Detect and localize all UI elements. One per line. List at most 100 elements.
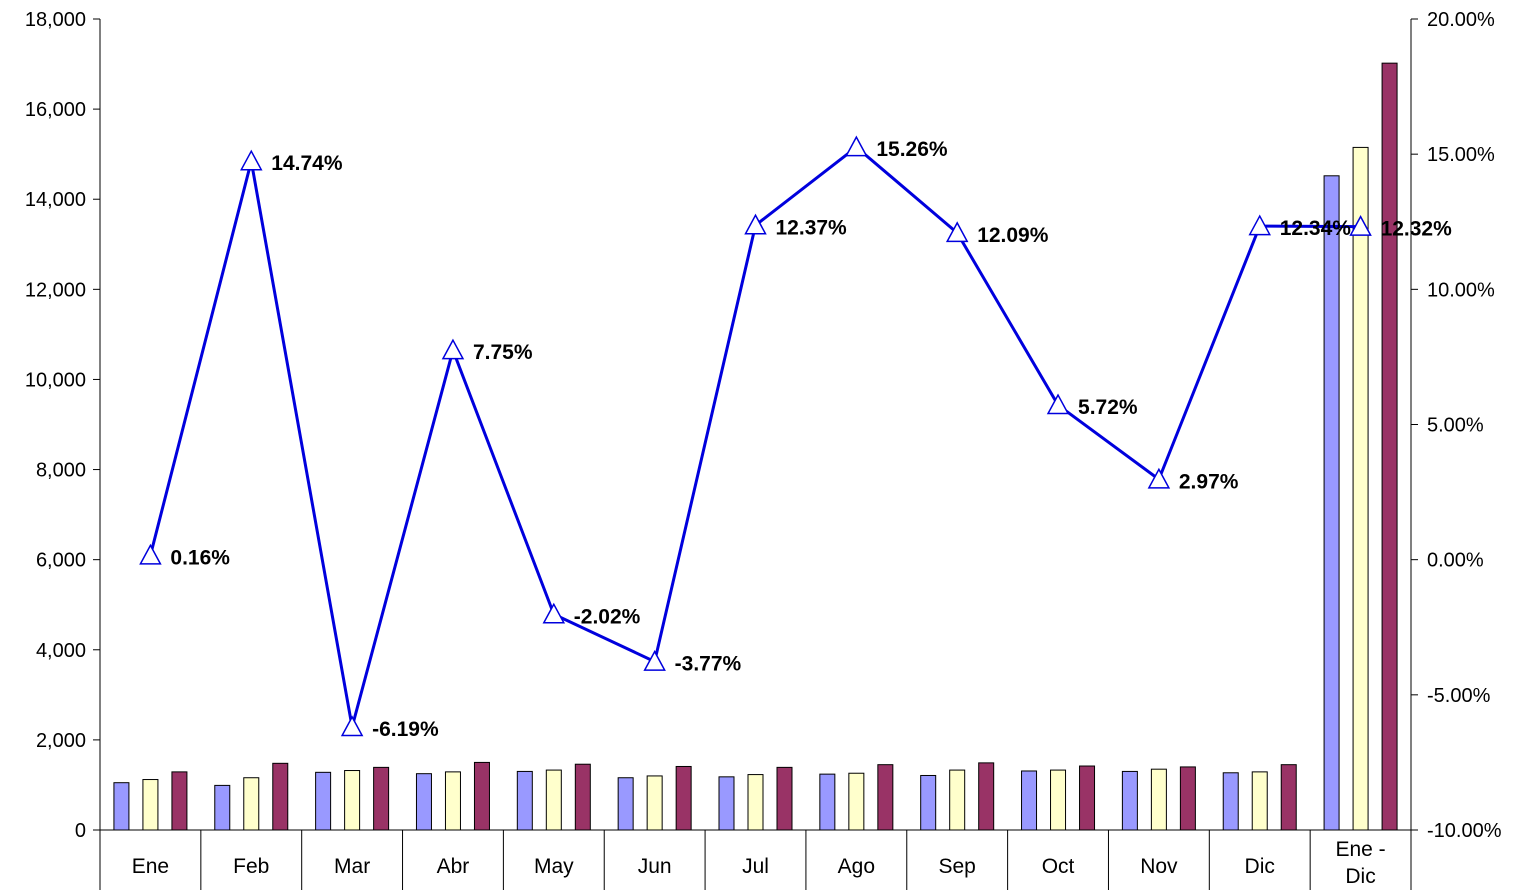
bar-series2-10: [1150, 768, 1167, 831]
left-tick-label-6: 12,000: [25, 279, 86, 301]
left-tick-label-5: 10,000: [25, 369, 86, 391]
category-label-0: Ene: [132, 855, 169, 878]
category-label-6: Jul: [742, 855, 769, 878]
right-tick-label-2: 0.00%: [1427, 550, 1484, 572]
category-label-1: Feb: [233, 855, 269, 878]
growth-data-label-6: 12.37%: [776, 216, 848, 239]
bar-series2-6: [747, 774, 764, 831]
bar-series1-3: [415, 773, 432, 831]
bar-series3-7: [877, 764, 894, 831]
bar-series3-0: [171, 771, 188, 831]
category-label-3: Abr: [437, 855, 470, 878]
growth-marker-12: [1349, 215, 1372, 236]
growth-data-label-7: 15.26%: [876, 138, 948, 161]
bar-series1-2: [315, 771, 332, 831]
bar-series3-10: [1179, 766, 1196, 831]
bar-series1-4: [516, 770, 533, 831]
growth-data-label-9: 5.72%: [1078, 396, 1138, 419]
bar-series1-9: [1021, 770, 1038, 831]
growth-marker-5: [643, 650, 666, 671]
growth-data-label-10: 2.97%: [1179, 470, 1239, 493]
bar-series1-1: [214, 784, 231, 831]
bar-series3-1: [272, 762, 289, 831]
right-tick-label-1: -5.00%: [1427, 685, 1491, 707]
bar-series3-3: [473, 761, 490, 831]
bar-series2-11: [1251, 771, 1268, 831]
bar-series1-0: [113, 782, 130, 831]
category-label-2: Mar: [334, 855, 370, 878]
category-label-11: Dic: [1245, 855, 1275, 878]
bar-series1-11: [1222, 772, 1239, 831]
right-tick-label-0: -10.00%: [1427, 820, 1502, 842]
growth-marker-10: [1147, 467, 1171, 489]
bar-series2-0: [142, 779, 159, 831]
bar-series2-9: [1050, 769, 1067, 831]
growth-data-label-12: 12.32%: [1381, 218, 1453, 241]
growth-marker-11: [1248, 214, 1271, 236]
growth-marker-7: [845, 135, 868, 157]
bar-series3-4: [574, 763, 591, 831]
category-label-5: Jun: [638, 855, 672, 878]
growth-marker-0: [139, 543, 162, 565]
left-tick-label-9: 18,000: [25, 9, 86, 31]
right-tick-label-5: 15.00%: [1427, 144, 1495, 166]
bar-series3-8: [978, 762, 995, 831]
category-label-4: May: [534, 855, 574, 878]
bar-series1-6: [718, 776, 735, 831]
growth-marker-2: [340, 715, 364, 737]
growth-data-label-8: 12.09%: [977, 224, 1049, 247]
bar-series1-10: [1121, 770, 1138, 831]
bar-series1-5: [617, 777, 634, 831]
category-label-7: Ago: [838, 855, 875, 878]
bar-series3-6: [776, 766, 793, 831]
growth-data-label-4: -2.02%: [574, 605, 641, 628]
category-label-8: Sep: [939, 855, 976, 878]
bar-series3-5: [675, 765, 692, 831]
bar-series2-1: [243, 777, 260, 831]
bar-series1-8: [920, 774, 937, 831]
left-tick-label-7: 14,000: [25, 189, 86, 211]
bars-layer: [113, 62, 1398, 831]
growth-data-label-1: 14.74%: [271, 152, 343, 175]
bar-series2-8: [949, 769, 966, 831]
right-tick-label-6: 20.00%: [1427, 9, 1495, 31]
growth-data-label-5: -3.77%: [675, 653, 742, 676]
line-layer: [139, 135, 1372, 737]
bar-series3-9: [1079, 765, 1096, 831]
bar-series1-12: [1323, 175, 1340, 831]
axes-layer: 0 2,000 4,000 6,000 8,000 10,000 12,000 14,000 1…: [25, 9, 1502, 890]
category-label-10: Nov: [1140, 855, 1178, 878]
growth-marker-1: [240, 149, 263, 171]
left-tick-label-1: 2,000: [36, 730, 86, 752]
category-label-12-0: Ene -: [1335, 838, 1385, 861]
left-tick-label-8: 16,000: [25, 99, 86, 121]
growth-data-label-3: 7.75%: [473, 341, 533, 364]
growth-marker-9: [1046, 393, 1070, 415]
growth-marker-6: [744, 213, 767, 235]
growth-marker-4: [542, 602, 566, 624]
bar-series3-2: [373, 766, 390, 831]
growth-marker-8: [945, 221, 969, 243]
category-label-12-1: Dic: [1345, 865, 1375, 888]
growth-marker-3: [441, 338, 465, 360]
left-tick-label-2: 4,000: [36, 640, 86, 662]
left-tick-label-0: 0: [75, 820, 86, 842]
bar-series2-3: [444, 771, 461, 831]
right-tick-label-4: 10.00%: [1427, 279, 1495, 301]
bar-series3-12: [1381, 62, 1398, 831]
bar-series2-2: [344, 770, 361, 831]
bar-series3-11: [1280, 764, 1297, 831]
bar-series1-7: [819, 773, 836, 831]
bar-series2-5: [646, 775, 663, 831]
left-tick-label-3: 6,000: [36, 550, 86, 572]
growth-data-label-11: 12.34%: [1280, 217, 1352, 240]
bar-series2-4: [545, 769, 562, 831]
bar-series2-7: [848, 772, 865, 831]
right-tick-label-3: 5.00%: [1427, 415, 1484, 437]
left-tick-label-4: 8,000: [36, 460, 86, 482]
bar-series2-12: [1352, 146, 1369, 831]
labels-layer: 0.16% 14.74% -6.19% 7.75% -2.02% -3.77% 12.37%…: [170, 138, 1452, 741]
category-label-9: Oct: [1042, 855, 1075, 878]
